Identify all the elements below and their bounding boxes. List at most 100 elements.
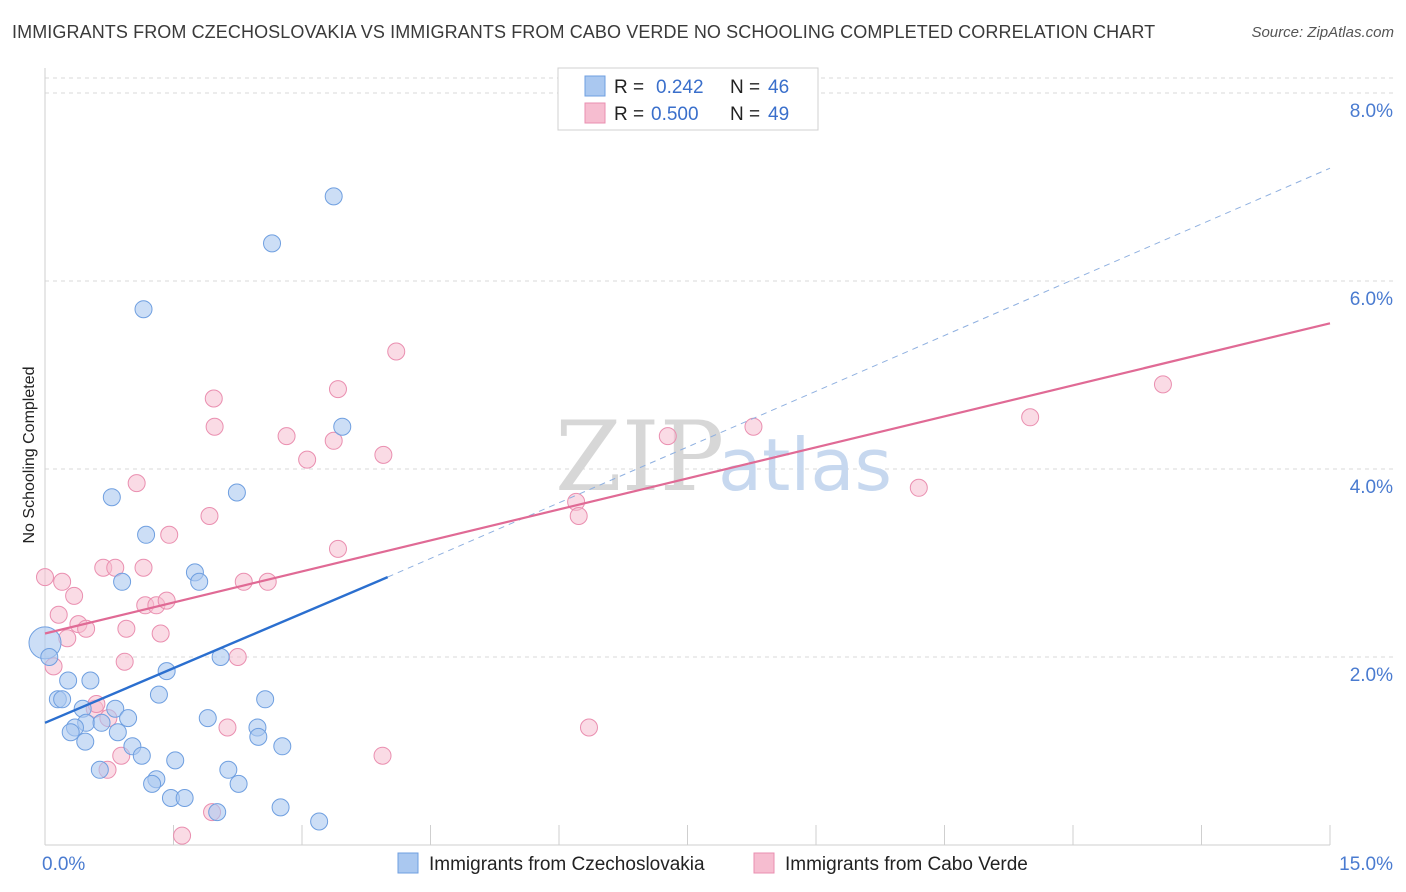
gridlines (45, 77, 1395, 658)
point-czechoslovakia (106, 699, 125, 718)
legend-r-value-1: 0.242 (656, 77, 704, 98)
legend-r-label-1: R = (614, 77, 644, 98)
legend-n-label-2: N = (730, 104, 760, 125)
point-czechoslovakia (134, 300, 153, 319)
point-czechoslovakia (190, 572, 209, 591)
y-axis-label: No Schooling Completed (21, 367, 38, 544)
point-czechoslovakia (102, 488, 121, 507)
point-cabo-verde (328, 539, 347, 558)
trend-lines (44, 167, 1331, 724)
point-cabo-verde (204, 389, 223, 408)
point-czechoslovakia (229, 774, 248, 793)
point-czechoslovakia (76, 732, 95, 751)
point-czechoslovakia (61, 723, 80, 742)
trend-line-cabo-verde (44, 322, 1331, 635)
legend-r-label-2: R = (614, 104, 644, 125)
point-cabo-verde (658, 427, 677, 446)
trend-line-czechoslovakia (44, 575, 389, 724)
point-czechoslovakia (324, 187, 343, 206)
source-label: Source: ZipAtlas.com (1251, 24, 1394, 41)
point-czechoslovakia (263, 234, 282, 253)
point-czechoslovakia (81, 671, 100, 690)
point-czechoslovakia (227, 483, 246, 502)
point-czechoslovakia (175, 789, 194, 807)
point-czechoslovakia (53, 690, 72, 709)
point-cabo-verde (228, 648, 247, 666)
y-tick-label: 4.0% (1350, 477, 1393, 498)
point-czechoslovakia (333, 417, 352, 436)
point-cabo-verde (200, 507, 219, 525)
point-czechoslovakia (119, 709, 138, 728)
y-tick-label: 6.0% (1350, 289, 1393, 310)
point-cabo-verde (36, 568, 54, 587)
point-cabo-verde (173, 826, 192, 845)
legend-swatch-blue (584, 75, 606, 97)
watermark-zip: ZIP (555, 401, 724, 513)
point-czechoslovakia (92, 713, 111, 732)
point-czechoslovakia (149, 685, 168, 704)
legend: R = 0.242 N = 46 R = 0.500 N = 49 (557, 67, 819, 131)
legend-n-label-1: N = (730, 77, 760, 98)
point-cabo-verde (298, 450, 317, 469)
point-cabo-verde (218, 718, 237, 737)
point-czechoslovakia (132, 746, 151, 765)
point-cabo-verde (387, 342, 406, 361)
point-cabo-verde (579, 718, 598, 737)
legend-n-value-2: 49 (768, 104, 789, 125)
x-tick-label: 15.0% (1339, 854, 1393, 875)
point-czechoslovakia (143, 774, 162, 793)
point-cabo-verde (115, 652, 134, 671)
point-czechoslovakia (137, 525, 156, 544)
bottom-legend: Immigrants from Czechoslovakia Immigrant… (397, 852, 1028, 875)
legend-r-value-2: 0.500 (651, 104, 699, 125)
x-tick-label: 0.0% (42, 854, 85, 875)
point-czechoslovakia (90, 760, 109, 779)
bottom-legend-swatch-blue (397, 852, 419, 874)
point-cabo-verde (127, 474, 146, 493)
point-cabo-verde (117, 619, 136, 638)
point-cabo-verde (65, 586, 84, 605)
point-czechoslovakia (271, 798, 290, 817)
point-czechoslovakia (249, 727, 268, 746)
point-czechoslovakia (108, 723, 127, 742)
point-cabo-verde (324, 431, 343, 450)
point-czechoslovakia (310, 812, 329, 831)
legend-n-value-1: 46 (768, 77, 789, 98)
point-cabo-verde (328, 380, 347, 399)
points-czechoslovakia (28, 187, 352, 831)
point-czechoslovakia (273, 737, 292, 756)
point-cabo-verde (160, 525, 179, 544)
y-tick-labels: 2.0% 4.0% 6.0% 8.0% (1350, 101, 1393, 686)
bottom-legend-swatch-pink (753, 852, 775, 874)
bottom-legend-label-czechoslovakia: Immigrants from Czechoslovakia (429, 854, 705, 875)
point-czechoslovakia (256, 690, 275, 709)
point-cabo-verde (374, 445, 393, 464)
point-cabo-verde (1021, 408, 1040, 427)
chart-title: IMMIGRANTS FROM CZECHOSLOVAKIA VS IMMIGR… (12, 22, 1156, 42)
axes (44, 68, 1331, 846)
point-cabo-verde (909, 478, 928, 497)
point-cabo-verde (277, 427, 296, 446)
point-cabo-verde (53, 572, 72, 591)
point-czechoslovakia (208, 803, 227, 822)
point-czechoslovakia (219, 760, 238, 779)
y-tick-label: 8.0% (1350, 101, 1393, 122)
point-cabo-verde (205, 417, 224, 436)
point-czechoslovakia (40, 648, 59, 666)
legend-swatch-pink (584, 102, 606, 124)
point-cabo-verde (373, 746, 392, 765)
point-cabo-verde (151, 624, 170, 643)
point-czechoslovakia (198, 709, 217, 728)
point-cabo-verde (134, 558, 153, 577)
point-czechoslovakia (59, 671, 78, 690)
y-tick-label: 2.0% (1350, 665, 1393, 686)
point-cabo-verde (569, 507, 588, 525)
bottom-legend-label-cabo-verde: Immigrants from Cabo Verde (785, 854, 1028, 875)
watermark: ZIP atlas (555, 401, 892, 513)
point-cabo-verde (1153, 375, 1172, 394)
point-cabo-verde (49, 605, 68, 624)
point-czechoslovakia (166, 751, 185, 770)
point-cabo-verde (744, 417, 763, 436)
point-czechoslovakia (113, 572, 132, 591)
